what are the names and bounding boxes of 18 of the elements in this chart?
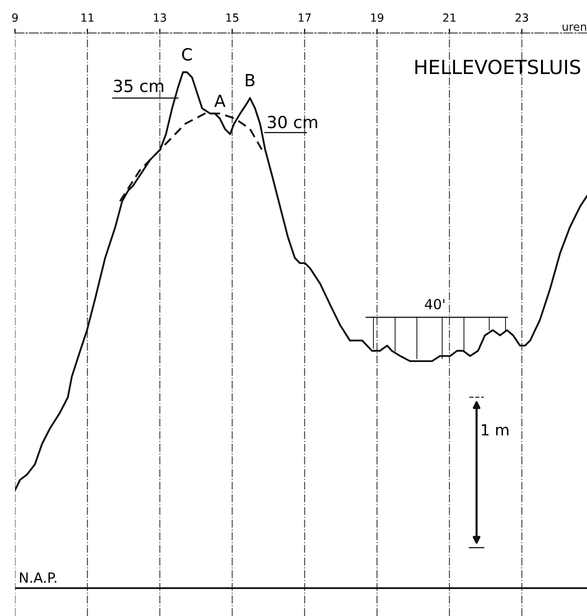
- x-tick-label: 21: [443, 13, 456, 22]
- x-tick-label: 15: [226, 14, 238, 22]
- x-tick-label: 13: [154, 13, 166, 22]
- annotation: 30 cm: [268, 116, 318, 128]
- annotation: 35 cm: [114, 80, 164, 92]
- ref-line-label: N.A.P.: [20, 572, 56, 583]
- annotation: A: [214, 94, 226, 107]
- annotation: 40': [424, 298, 444, 310]
- x-tick-label: 9: [12, 13, 18, 22]
- annotation: B: [246, 74, 254, 86]
- x-tick-label: 11: [82, 14, 94, 22]
- x-tick-label: 19: [371, 13, 384, 22]
- x-tick-label: 23: [516, 13, 528, 22]
- x-tick-label: 17: [298, 14, 311, 22]
- chart-title: HELLEVOETSLUIS: [415, 60, 580, 74]
- annotation: C: [182, 48, 192, 61]
- x-axis-title: uren: [562, 24, 586, 31]
- annotation: 1 m: [482, 424, 508, 436]
